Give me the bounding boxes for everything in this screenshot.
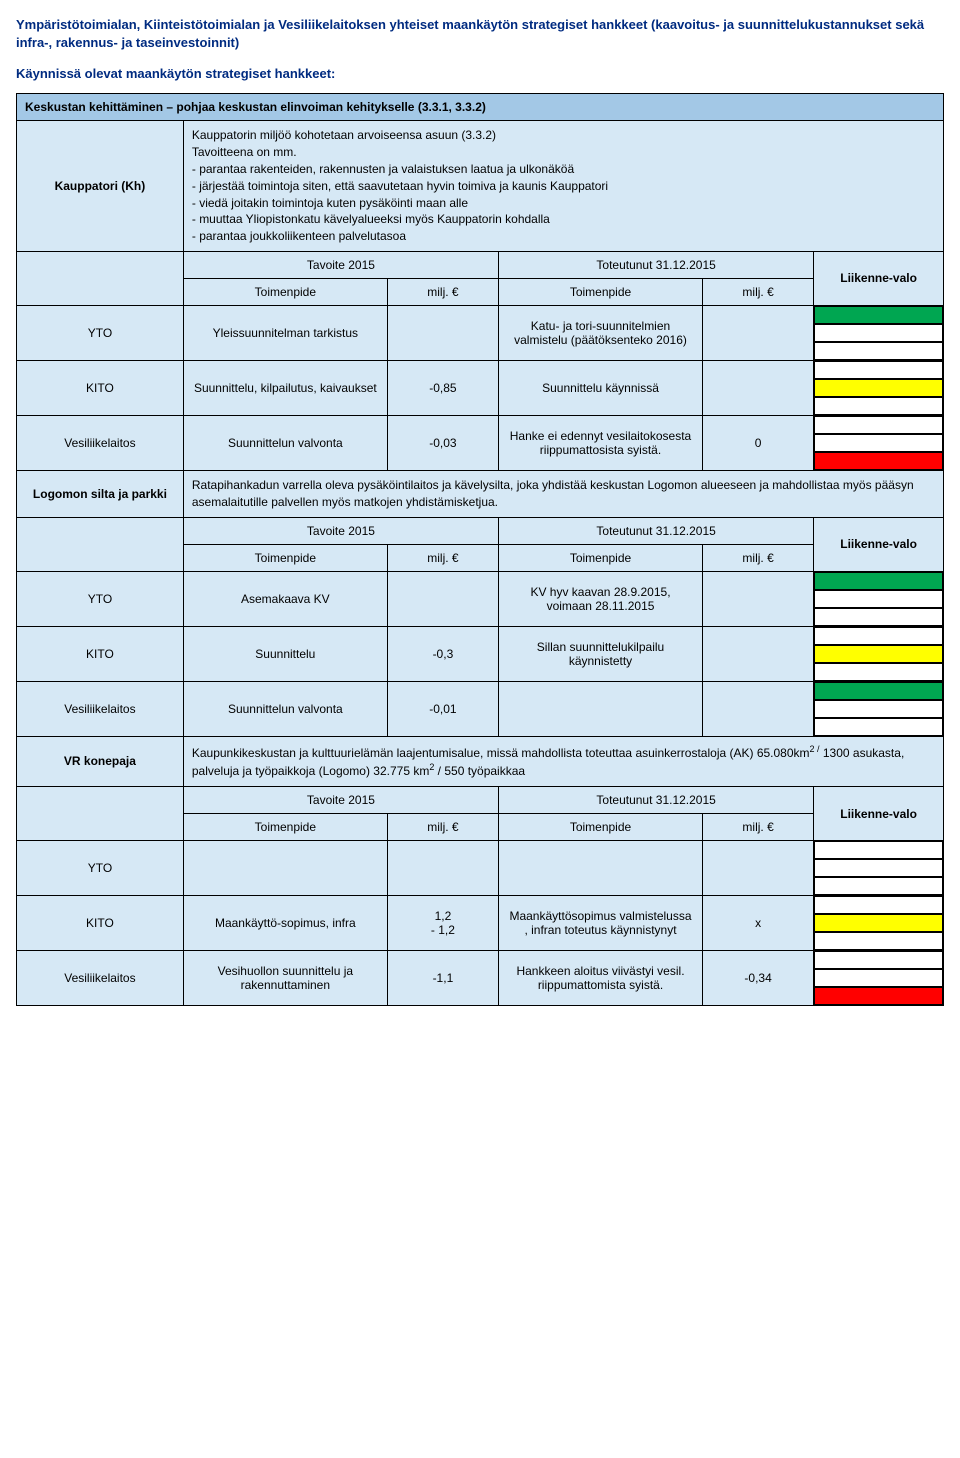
traffic-light xyxy=(814,682,943,736)
hdr-me: milj. € xyxy=(387,278,498,305)
traffic-light xyxy=(814,416,943,470)
table-row: Vesiliikelaitos Suunnittelun valvonta -0… xyxy=(17,681,944,736)
section1-label: Kauppatori (Kh) xyxy=(17,121,184,252)
table-row: YTO Asemakaava KV KV hyv kaavan 28.9.201… xyxy=(17,571,944,626)
section2-desc: Ratapihankadun varrella oleva pysäköinti… xyxy=(183,470,943,517)
traffic-light xyxy=(814,361,943,415)
traffic-light xyxy=(814,896,943,950)
section3-desc: Kaupunkikeskustan ja kulttuurielämän laa… xyxy=(183,736,943,787)
table-row: Vesiliikelaitos Suunnittelun valvonta -0… xyxy=(17,415,944,470)
traffic-light xyxy=(814,841,943,895)
traffic-light xyxy=(814,572,943,626)
page-title: Ympäristötoimialan, Kiinteistötoimialan … xyxy=(16,16,944,52)
section1-desc: Kauppatorin miljöö kohotetaan arvoiseens… xyxy=(183,121,943,252)
section-strip: Keskustan kehittäminen – pohjaa keskusta… xyxy=(17,94,944,121)
hdr-tp: Toimenpide xyxy=(183,278,387,305)
hdr-tp2: Toimenpide xyxy=(499,278,703,305)
hdr-t2015: Tavoite 2015 xyxy=(183,251,498,278)
table-row: Vesiliikelaitos Vesihuollon suunnittelu … xyxy=(17,951,944,1006)
table-row: KITO Maankäyttö-sopimus, infra 1,2 - 1,2… xyxy=(17,896,944,951)
traffic-light xyxy=(814,627,943,681)
table-row: YTO Yleissuunnitelman tarkistus Katu- ja… xyxy=(17,305,944,360)
hdr-lv: Liikenne-valo xyxy=(814,251,944,305)
traffic-light xyxy=(814,951,943,1005)
section2-label: Logomon silta ja parkki xyxy=(17,470,184,517)
main-table: Keskustan kehittäminen – pohjaa keskusta… xyxy=(16,93,944,1006)
hdr-me2: milj. € xyxy=(702,278,813,305)
table-row: KITO Suunnittelu -0,3 Sillan suunnittelu… xyxy=(17,626,944,681)
blank xyxy=(17,251,184,305)
page-subtitle: Käynnissä olevat maankäytön strategiset … xyxy=(16,66,944,81)
traffic-light xyxy=(814,306,943,360)
table-row: KITO Suunnittelu, kilpailutus, kaivaukse… xyxy=(17,360,944,415)
hdr-tt: Toteutunut 31.12.2015 xyxy=(499,251,814,278)
table-row: YTO xyxy=(17,841,944,896)
section3-label: VR konepaja xyxy=(17,736,184,787)
